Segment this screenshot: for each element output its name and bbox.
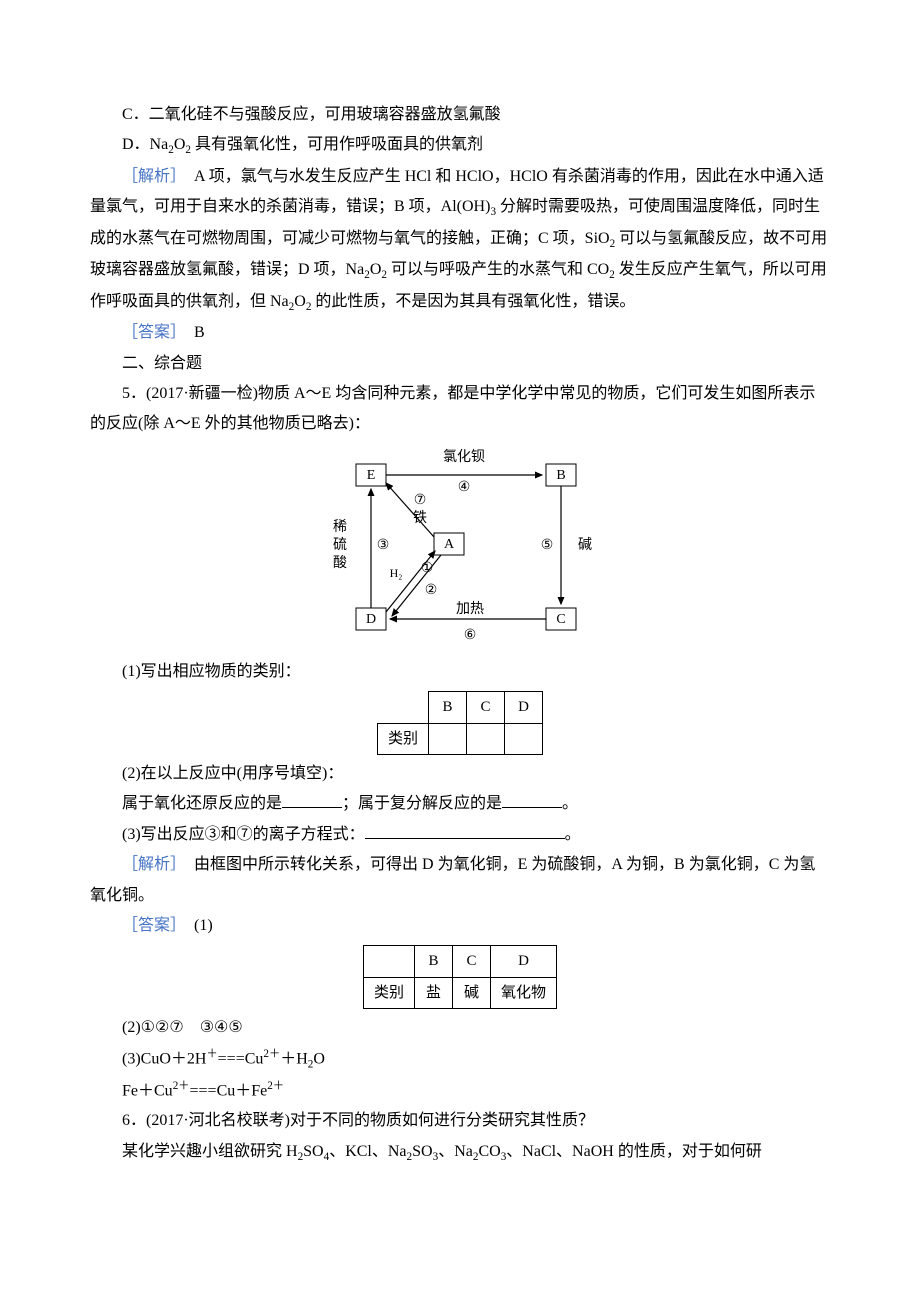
q5-stem: 5．(2017·新疆一检)物质 A～E 均含同种元素，都是中学化学中常见的物质，… <box>90 379 830 440</box>
t2-c2: C <box>453 946 491 978</box>
sup-2plus: 2＋ <box>263 1048 280 1060</box>
s2b: 2 <box>364 269 370 281</box>
iron-label: 铁 <box>413 510 427 526</box>
q6-a: 6．(2017·河北名校联考)对于不同的物质如何进行分类研究其性质？ <box>90 1106 830 1136</box>
s2e: 2 <box>289 301 295 313</box>
ans5-3d: O <box>313 1050 325 1067</box>
ans5-3: (3)CuO＋2H＋===Cu2＋＋H2O <box>90 1044 830 1076</box>
t1-h3: D <box>505 692 543 724</box>
q5-2a: (2)在以上反应中(用序号填空)： <box>90 759 830 789</box>
q5-2c: ；属于复分解反应的是 <box>342 795 502 812</box>
node-a: A <box>444 537 455 552</box>
ans5-4: Fe＋Cu2＋===Cu＋Fe2＋ <box>90 1076 830 1107</box>
sup-2plus-c: 2＋ <box>267 1080 284 1092</box>
category-table-answer: B C D 类别 盐 碱 氧化物 <box>363 945 557 1009</box>
top-label: 氯化钡 <box>443 449 485 465</box>
q6b1: 某化学兴趣小组欲研究 H <box>122 1143 298 1160</box>
ans5-3b: Cu <box>245 1050 264 1067</box>
q5-3b: 。 <box>565 826 581 843</box>
ans5-4b: Cu＋Fe <box>217 1082 268 1099</box>
num-1: ① <box>421 561 434 576</box>
left-label-1: 稀 <box>333 519 347 535</box>
opt-d-pre: D．Na <box>122 136 168 153</box>
node-b: B <box>556 468 565 483</box>
q6-b: 某化学兴趣小组欲研究 H2SO4、KCl、Na2SO3、Na2CO3、NaCl、… <box>90 1137 830 1168</box>
q5-3-line: (3)写出反应③和⑦的离子方程式： 。 <box>90 820 830 850</box>
q5-stem-a: 5．(2017·新疆一检)物质 A～E 均含同种元素，都是中学化学中常见的物质，… <box>90 385 815 432</box>
analysis-5: ［解析］ 由框图中所示转化关系，可得出 D 为氧化铜，E 为硫酸铜，A 为铜，B… <box>90 850 830 911</box>
t2-c3: D <box>491 946 557 978</box>
num-7: ⑦ <box>414 493 427 508</box>
h2-label: H₂ <box>390 565 403 579</box>
heat-label: 加热 <box>456 601 484 617</box>
t1-h2: C <box>467 692 505 724</box>
ans4-text: B <box>178 324 205 341</box>
t2-r1: 盐 <box>415 977 453 1009</box>
num-4: ④ <box>458 480 471 495</box>
category-table-blank: B C D 类别 <box>377 691 543 755</box>
q5-2d: 。 <box>562 795 578 812</box>
num-6: ⑥ <box>464 628 477 643</box>
num-5: ⑤ <box>541 538 554 553</box>
jiexi4-4: 可以与呼吸产生的水蒸气和 CO <box>387 261 609 278</box>
answer-label: ［答案］ <box>122 324 178 341</box>
analysis-4: ［解析］ A 项，氯气与水发生反应产生 HCl 和 HClO，HClO 有杀菌消… <box>90 162 830 318</box>
node-c: C <box>556 612 565 627</box>
blank-ionic <box>365 823 565 839</box>
t1-rlabel: 类别 <box>377 723 428 755</box>
option-d: D．Na2O2 具有强氧化性，可用作呼吸面具的供氧剂 <box>90 130 830 161</box>
sup-plus: ＋ <box>206 1048 217 1060</box>
q6b5: 、Na <box>438 1143 473 1160</box>
q5-1: (1)写出相应物质的类别： <box>90 657 830 687</box>
analysis5-label: ［解析］ <box>122 856 178 873</box>
opt-d-post: 具有强氧化性，可用作呼吸面具的供氧剂 <box>191 136 483 153</box>
blank-metathesis <box>502 792 562 808</box>
left-label-2: 硫 <box>333 537 347 553</box>
left-label-3: 酸 <box>333 555 347 571</box>
ans5-2: (2)①②⑦ ③④⑤ <box>90 1013 830 1043</box>
ans5-3c: ＋H <box>280 1050 308 1067</box>
q6b3: 、KCl、Na <box>329 1143 406 1160</box>
t2-r2: 碱 <box>453 977 491 1009</box>
t2-r3: 氧化物 <box>491 977 557 1009</box>
answer-5: ［答案］ (1) <box>90 911 830 941</box>
q5-2b: 属于氧化还原反应的是 <box>122 795 282 812</box>
node-d: D <box>366 612 376 627</box>
ans5-text: (1) <box>178 917 213 934</box>
q6b6: CO <box>478 1143 500 1160</box>
num-3: ③ <box>377 538 390 553</box>
answer5-label: ［答案］ <box>122 917 178 934</box>
jiexi5-text: 由框图中所示转化关系，可得出 D 为氧化铜，E 为硫酸铜，A 为铜，B 为氯化铜… <box>90 856 815 903</box>
section-2-heading: 二、综合题 <box>90 349 830 379</box>
alkali-label: 碱 <box>578 537 592 553</box>
q5-3a: (3)写出反应③和⑦的离子方程式： <box>122 826 365 843</box>
ans5-3a: (3)CuO＋2H <box>122 1050 206 1067</box>
ans5-4a: Fe＋Cu <box>122 1082 173 1099</box>
jiexi4-6: 的此性质，不是因为其具有强氧化性，错误。 <box>311 293 635 310</box>
reaction-diagram: E B A D C 氯化钡 ④ ⑦ 铁 稀 硫 酸 ③ <box>90 446 830 651</box>
q6b7: 、NaCl、NaOH 的性质，对于如何研 <box>506 1143 762 1160</box>
sub-2: 2 <box>168 145 174 157</box>
node-e: E <box>367 468 376 483</box>
q5-2-line: 属于氧化还原反应的是 ；属于复分解反应的是 。 <box>90 789 830 819</box>
t2-c1: B <box>415 946 453 978</box>
t2-r0: 类别 <box>363 977 414 1009</box>
sup-2plus-b: 2＋ <box>173 1080 190 1092</box>
blank-redox <box>282 792 342 808</box>
option-c: C．二氧化硅不与强酸反应，可用玻璃容器盛放氢氟酸 <box>90 100 830 130</box>
num-2: ② <box>425 583 438 598</box>
analysis-label: ［解析］ <box>122 168 178 185</box>
q6b2: SO <box>303 1143 323 1160</box>
q6b4: SO <box>412 1143 432 1160</box>
t2-c0 <box>363 946 414 978</box>
t1-h1: B <box>429 692 467 724</box>
answer-4: ［答案］ B <box>90 318 830 348</box>
